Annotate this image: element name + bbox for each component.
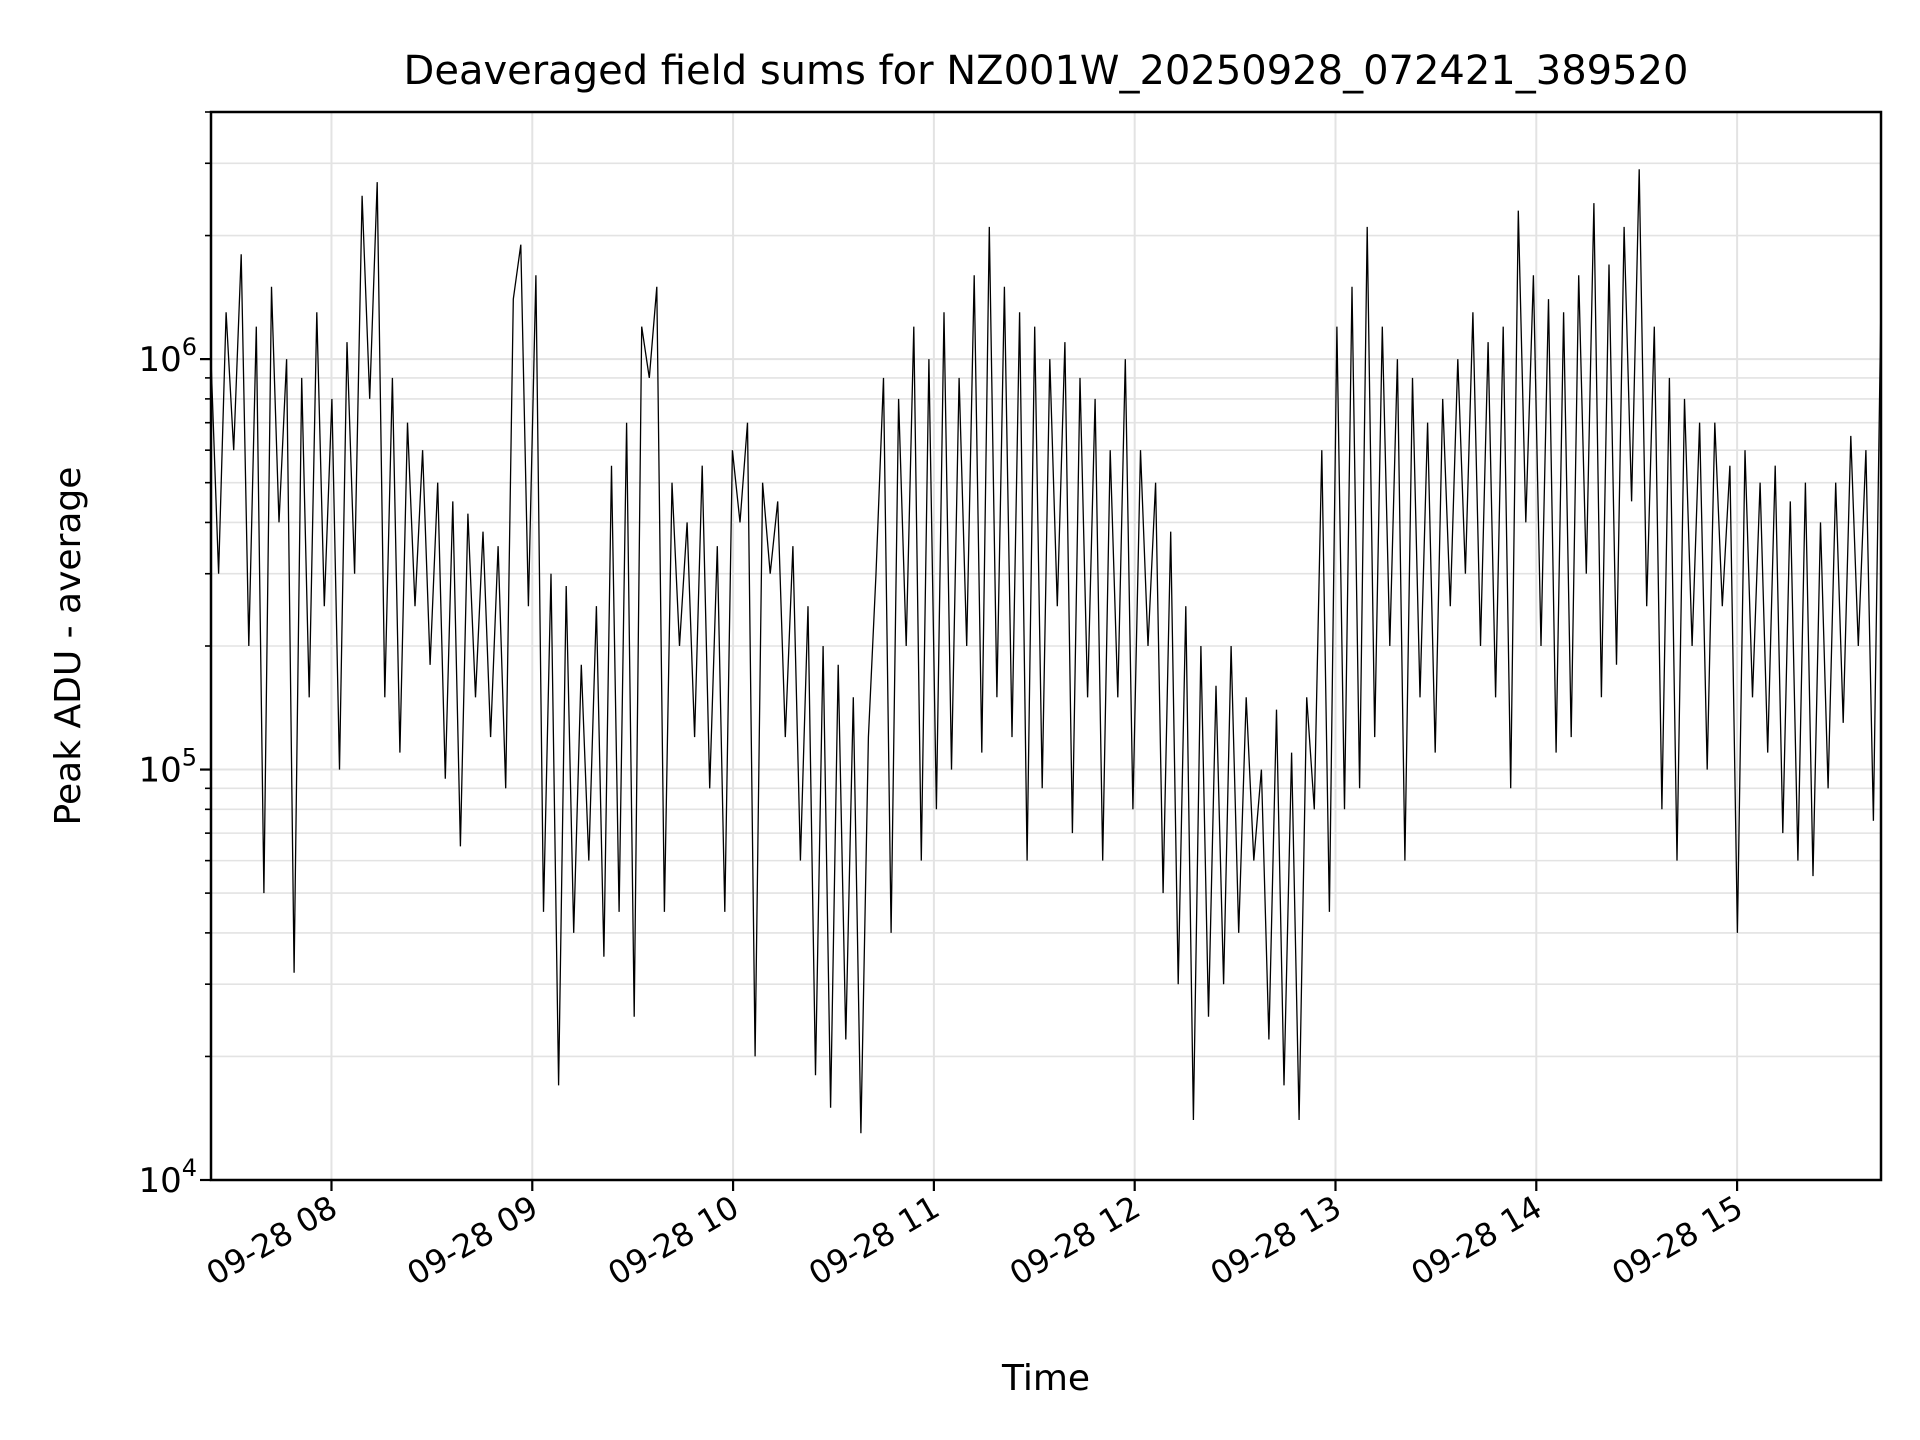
- y-tick-label: 105: [138, 744, 197, 791]
- chart-title: Deaveraged field sums for NZ001W_2025092…: [404, 48, 1689, 94]
- data-layer: [210, 169, 1882, 1134]
- y-tick-label: 104: [138, 1154, 197, 1201]
- series-line: [210, 169, 1882, 1134]
- y-tick-label: 106: [138, 333, 197, 380]
- x-axis-label: Time: [1001, 1358, 1090, 1399]
- y-axis-label: Peak ADU - average: [48, 467, 89, 826]
